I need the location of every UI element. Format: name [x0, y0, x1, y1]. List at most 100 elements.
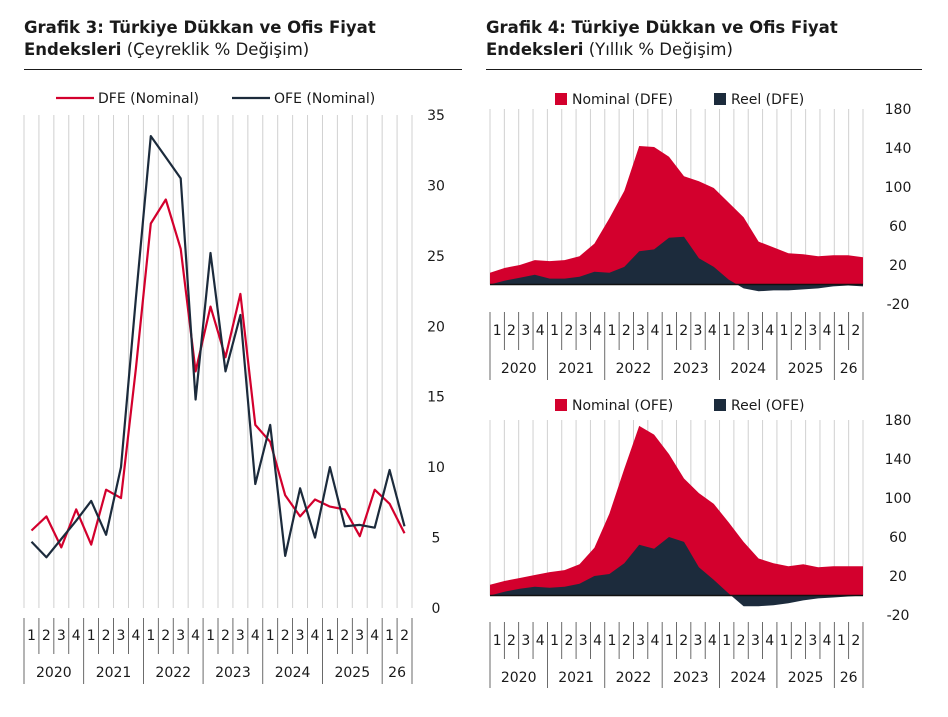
annual-ofe-area-chart-quarter-label: 1 [837, 633, 846, 649]
annual-dfe-area-chart-quarter-label: 1 [837, 323, 846, 339]
left-title-subtitle: (Çeyreklik % Değişim) [126, 40, 310, 59]
annual-dfe-area-chart: -20 20 60 100 140 180 Nominal (DFE) Reel (DFE) 1… [489, 92, 912, 380]
right-title-bold-line-1: Grafik 4: Türkiye Dükkan ve Ofis Fiyat [486, 18, 838, 37]
legend-swatch [714, 93, 726, 105]
annual-ofe-area-chart-quarter-label: 1 [722, 633, 731, 649]
left-title-rule [24, 69, 462, 70]
legend-real-label: Reel (OFE) [731, 398, 805, 414]
chart3-quarter-label: 4 [191, 628, 200, 644]
left-title-bold-line-1: Grafik 3: Türkiye Dükkan ve Ofis Fiyat [24, 18, 376, 37]
y-tick-label: 140 [885, 141, 912, 157]
y-tick-label: -20 [887, 297, 910, 313]
chart3-quarter-label: 1 [27, 628, 36, 644]
annual-ofe-area-chart-quarter-label: 1 [607, 633, 616, 649]
chart3-quarter-label: 2 [102, 628, 111, 644]
annual-ofe-area-chart-year-label: 2020 [501, 670, 537, 686]
annual-dfe-area-chart-year-label: 2025 [788, 361, 824, 377]
chart3-quarter-label: 4 [131, 628, 140, 644]
chart3-quarter-label: 3 [236, 628, 245, 644]
annual-dfe-area-chart-quarter-label: 1 [607, 323, 616, 339]
real-area [490, 537, 863, 607]
chart3-quarter-label: 4 [72, 628, 81, 644]
annual-ofe-area-chart-year-label: 2022 [616, 670, 652, 686]
chart3-year-label: 2024 [275, 665, 311, 681]
chart3-quarter-label: 3 [296, 628, 305, 644]
chart3-year-label: 2020 [36, 665, 72, 681]
chart3-quarter-label: 4 [370, 628, 379, 644]
annual-ofe-area-chart-quarter-label: 2 [794, 633, 803, 649]
chart3-year-label: 26 [388, 665, 406, 681]
legend-nominal-label: Nominal (DFE) [572, 92, 673, 108]
annual-dfe-area-chart-quarter-label: 4 [708, 323, 717, 339]
annual-dfe-area-chart-quarter-label: 4 [651, 323, 660, 339]
right-title-rule [486, 69, 922, 70]
annual-ofe-area-chart-year-label: 2025 [788, 670, 824, 686]
annual-ofe-area-chart-quarter-label: 2 [679, 633, 688, 649]
annual-ofe-area-chart: -20 20 60 100 140 180 Nominal (OFE) Reel (OFE) 1… [489, 398, 912, 688]
annual-dfe-area-chart-year-label: 2023 [673, 361, 709, 377]
chart3-quarter-label: 2 [340, 628, 349, 644]
chart3-year-label: 2025 [334, 665, 370, 681]
legend-dfe-label: DFE (Nominal) [98, 91, 199, 107]
annual-ofe-area-chart-quarter-label: 2 [622, 633, 631, 649]
annual-ofe-area-chart-quarter-label: 4 [593, 633, 602, 649]
annual-dfe-area-chart-quarter-label: 2 [851, 323, 860, 339]
annual-dfe-area-chart-quarter-label: 2 [737, 323, 746, 339]
annual-ofe-area-chart-quarter-label: 2 [737, 633, 746, 649]
annual-dfe-area-chart-year-label: 2024 [730, 361, 766, 377]
chart3-quarter-label: 1 [325, 628, 334, 644]
annual-ofe-area-chart-quarter-label: 4 [823, 633, 832, 649]
y-tick-label: 100 [885, 180, 912, 196]
chart3-quarter-label: 3 [355, 628, 364, 644]
annual-dfe-area-chart-year-label: 2022 [616, 361, 652, 377]
chart3-quarter-label: 1 [385, 628, 394, 644]
y-tick-label: 30 [427, 178, 445, 194]
y-tick-label: 20 [889, 258, 907, 274]
annual-ofe-area-chart-year-label: 26 [840, 670, 858, 686]
annual-dfe-area-chart-quarter-label: 3 [694, 323, 703, 339]
legend-ofe-label: OFE (Nominal) [274, 91, 375, 107]
annual-ofe-area-chart-quarter-label: 3 [521, 633, 530, 649]
annual-ofe-area-chart-quarter-label: 4 [536, 633, 545, 649]
annual-ofe-area-chart-quarter-label: 4 [708, 633, 717, 649]
chart3-quarter-label: 1 [146, 628, 155, 644]
annual-ofe-area-chart-year-label: 2023 [673, 670, 709, 686]
y-tick-label: 180 [885, 413, 912, 429]
legend-nominal-label: Nominal (OFE) [572, 398, 673, 414]
y-tick-label: 20 [427, 319, 445, 335]
annual-dfe-area-chart-quarter-label: 1 [493, 323, 502, 339]
dfe-nominal-line [30, 198, 406, 549]
annual-ofe-area-chart-quarter-label: 4 [765, 633, 774, 649]
y-tick-label: 140 [885, 452, 912, 468]
annual-dfe-area-chart-quarter-label: 3 [751, 323, 760, 339]
annual-dfe-area-chart-quarter-label: 3 [636, 323, 645, 339]
annual-dfe-area-chart-quarter-label: 1 [665, 323, 674, 339]
chart3-quarter-label: 3 [117, 628, 126, 644]
annual-ofe-area-chart-quarter-label: 3 [694, 633, 703, 649]
chart3-quarter-label: 4 [251, 628, 260, 644]
legend-swatch [714, 399, 726, 411]
chart3-quarter-label: 2 [161, 628, 170, 644]
y-tick-label: 35 [427, 108, 445, 124]
y-tick-label: 180 [885, 102, 912, 118]
legend-swatch [555, 93, 567, 105]
nominal-area [490, 425, 863, 596]
annual-dfe-area-chart-quarter-label: 2 [794, 323, 803, 339]
annual-dfe-area-chart-quarter-label: 4 [593, 323, 602, 339]
annual-ofe-area-chart-quarter-label: 2 [564, 633, 573, 649]
real-area [490, 236, 863, 292]
y-tick-label: 15 [427, 390, 445, 406]
annual-ofe-area-chart-quarter-label: 2 [507, 633, 516, 649]
nominal-area [490, 146, 863, 285]
annual-ofe-area-chart-quarter-label: 3 [808, 633, 817, 649]
annual-ofe-area-chart-year-label: 2021 [558, 670, 594, 686]
chart3-quarter-label: 2 [400, 628, 409, 644]
chart3-quarter-label: 2 [42, 628, 51, 644]
y-tick-label: 60 [889, 530, 907, 546]
annual-dfe-area-chart-quarter-label: 1 [780, 323, 789, 339]
chart3-year-label: 2022 [155, 665, 191, 681]
annual-dfe-area-chart-quarter-label: 2 [564, 323, 573, 339]
annual-ofe-area-chart-quarter-label: 3 [579, 633, 588, 649]
